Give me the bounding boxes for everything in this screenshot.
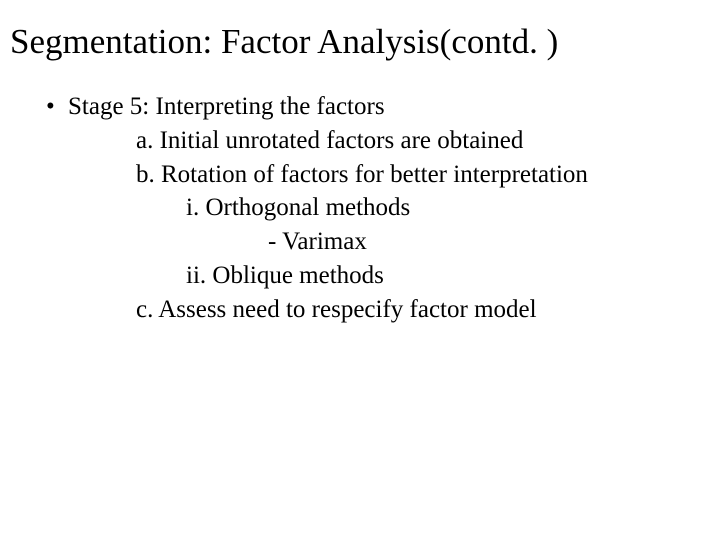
slide-content: • Stage 5: Interpreting the factors a. I… (0, 90, 720, 326)
line-dash: - Varimax (42, 225, 720, 259)
bullet-dot: • (42, 90, 68, 124)
slide-title: Segmentation: Factor Analysis(contd. ) (0, 22, 720, 62)
line-ii: ii. Oblique methods (42, 259, 720, 293)
bullet-text: Stage 5: Interpreting the factors (68, 90, 385, 124)
bullet-stage5: • Stage 5: Interpreting the factors (42, 90, 720, 124)
line-i: i. Orthogonal methods (42, 191, 720, 225)
line-b: b. Rotation of factors for better interp… (42, 158, 720, 192)
line-a: a. Initial unrotated factors are obtaine… (42, 124, 720, 158)
line-c: c. Assess need to respecify factor model (42, 293, 720, 327)
